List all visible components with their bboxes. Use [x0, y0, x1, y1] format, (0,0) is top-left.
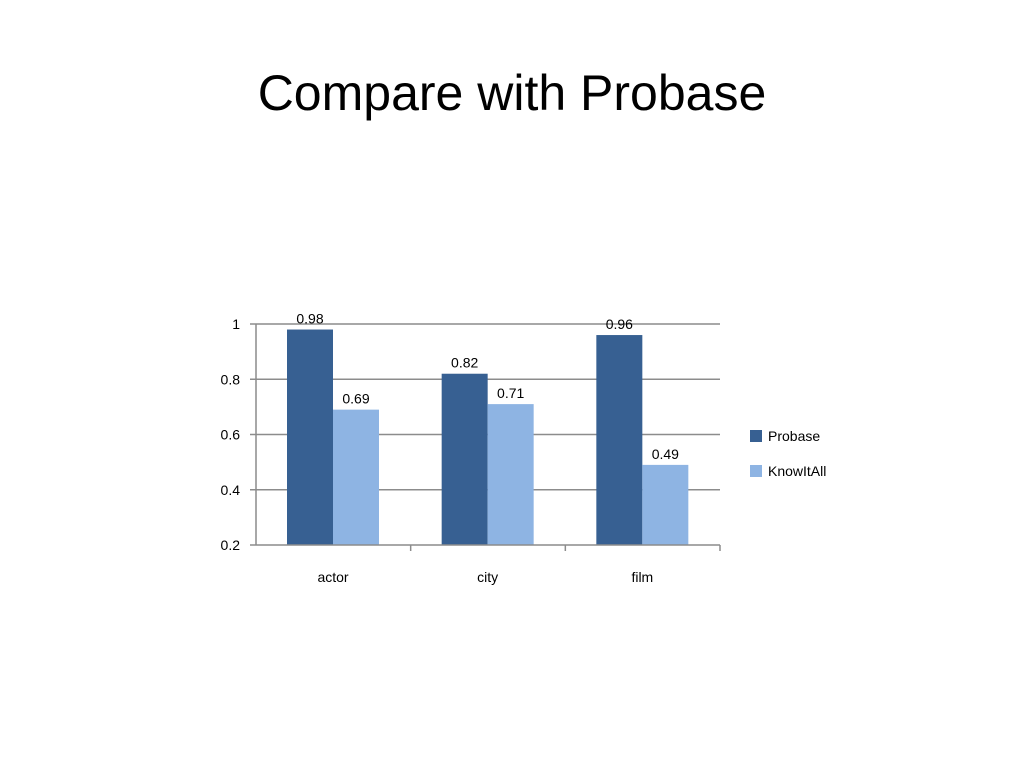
bar-probase-city: [441, 373, 488, 545]
bar-probase-actor: [287, 329, 333, 545]
y-tick-label: 0.8: [221, 371, 241, 387]
data-label: 0.96: [606, 316, 633, 332]
y-tick-label: 0.6: [221, 427, 241, 443]
labels: 0.2 0.4 0.6 0.8 1 0.98 0.69 actor 0.82 0.71 city 0.…: [221, 311, 680, 585]
legend: Probase KnowItAll: [750, 428, 826, 479]
x-category-label: actor: [317, 569, 348, 585]
axes: [250, 323, 721, 551]
legend-swatch: [750, 430, 762, 442]
legend-label: Probase: [768, 428, 820, 444]
bar-knowitall-actor: [333, 409, 379, 545]
data-label: 0.82: [451, 355, 478, 371]
bar-knowitall-film: [642, 464, 689, 545]
slide-title: Compare with Probase: [257, 65, 767, 121]
bars: [287, 329, 689, 545]
x-category-label: film: [631, 569, 653, 585]
data-label: 0.71: [497, 385, 524, 401]
data-label: 0.98: [296, 311, 323, 327]
bar-probase-film: [596, 335, 643, 545]
data-label: 0.49: [652, 446, 679, 462]
x-category-label: city: [477, 569, 498, 585]
legend-label: KnowItAll: [768, 463, 826, 479]
data-label: 0.69: [342, 391, 369, 407]
y-tick-label: 0.4: [221, 482, 241, 498]
bar-knowitall-city: [487, 404, 534, 545]
y-tick-label: 0.2: [221, 537, 241, 553]
legend-swatch: [750, 465, 762, 477]
y-tick-label: 1: [232, 316, 240, 332]
